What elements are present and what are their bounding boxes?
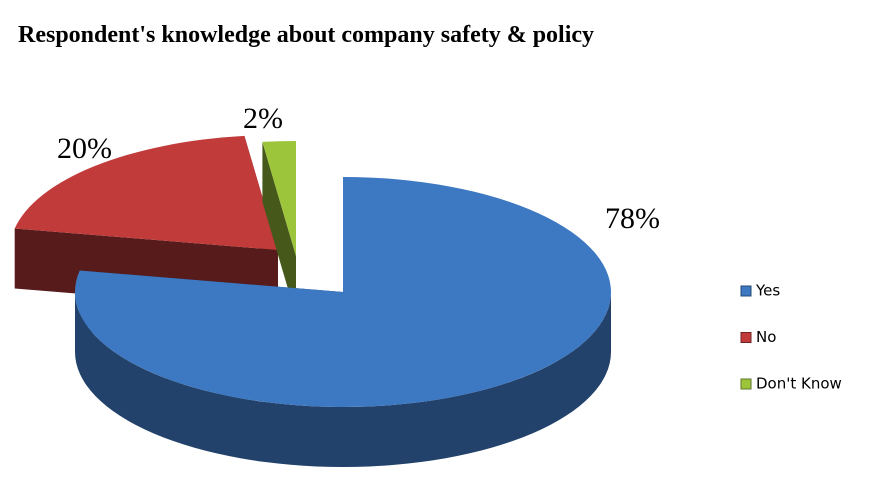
value-label: 20% xyxy=(57,132,112,165)
pie xyxy=(14,135,611,467)
slice xyxy=(14,135,278,250)
legend-swatch xyxy=(740,378,752,390)
value-label: 2% xyxy=(243,102,283,135)
chart-title: Respondent's knowledge about company saf… xyxy=(18,22,594,48)
legend-label: No xyxy=(756,328,776,346)
value-label: 78% xyxy=(605,202,660,235)
slice xyxy=(262,140,296,256)
slice-wall xyxy=(75,292,611,467)
slice-side xyxy=(262,141,296,316)
legend-label: Don't Know xyxy=(756,375,842,393)
slice xyxy=(74,177,611,407)
legend-swatch xyxy=(740,285,752,297)
legend: Yes No Don't Know xyxy=(740,282,842,393)
legend-label: Yes xyxy=(755,282,780,300)
legend-swatch xyxy=(740,332,752,343)
